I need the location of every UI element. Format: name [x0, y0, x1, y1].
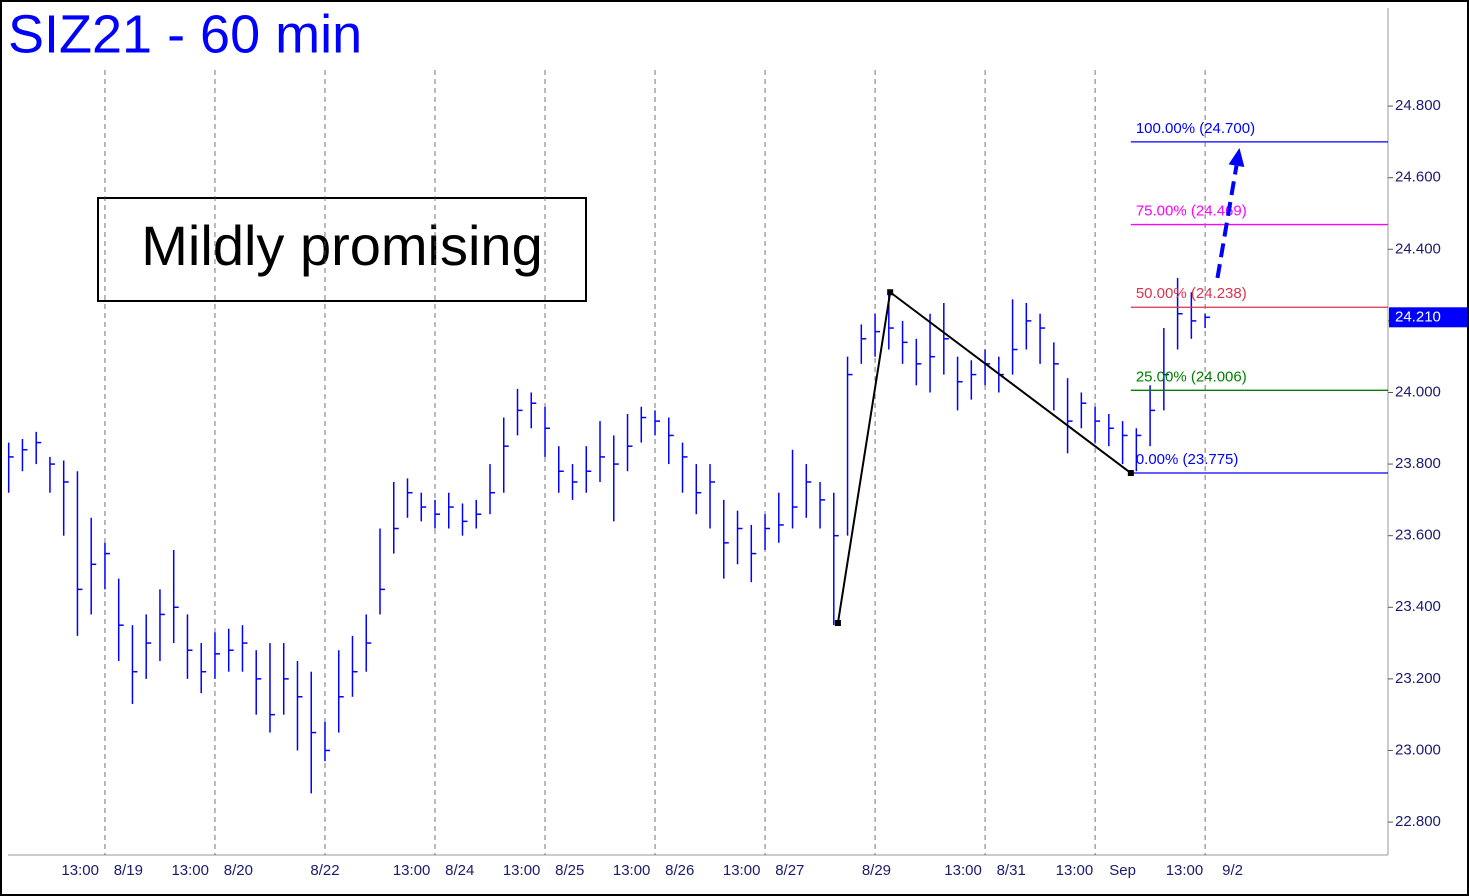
x-tick-label: 8/31: [997, 862, 1026, 879]
x-tick-label: 8/25: [555, 862, 584, 879]
fib-label: 100.00% (24.700): [1136, 120, 1255, 137]
last-price-marker: [1389, 307, 1467, 328]
x-tick-label: 13:00: [944, 862, 982, 879]
x-tick-label: 8/24: [445, 862, 474, 879]
x-tick-label: 13:00: [723, 862, 761, 879]
y-tick-label: 23.000: [1395, 741, 1441, 758]
fib-label: 75.00% (24.469): [1136, 203, 1247, 220]
x-tick-label: 8/19: [114, 862, 143, 879]
x-tick-label: 13:00: [393, 862, 431, 879]
y-tick-label: 23.800: [1395, 455, 1441, 472]
x-tick-label: Sep: [1109, 862, 1136, 879]
last-price-label: 24.210: [1395, 308, 1441, 325]
y-tick-label: 24.400: [1395, 240, 1441, 257]
annotation-box: [97, 197, 587, 302]
y-tick-label: 24.000: [1395, 383, 1441, 400]
zigzag-point: [1127, 470, 1134, 477]
arrow-head: [1228, 147, 1245, 168]
x-tick-label: 8/20: [224, 862, 253, 879]
y-tick-label: 22.800: [1395, 813, 1441, 830]
annotation: Mildly promising: [141, 214, 542, 277]
x-tick-label: 9/2: [1222, 862, 1243, 879]
y-tick-label: 23.400: [1395, 598, 1441, 615]
chart-title: SIZ21 - 60 min: [8, 4, 362, 64]
arrow-shaft: [1215, 165, 1239, 279]
y-tick-label: 23.600: [1395, 527, 1441, 544]
y-tick-label: 24.600: [1395, 169, 1441, 186]
x-tick-label: 8/27: [775, 862, 804, 879]
zigzag-point: [887, 289, 894, 296]
y-tick-label: 23.200: [1395, 670, 1441, 687]
x-tick-label: 13:00: [1166, 862, 1204, 879]
y-tick-label: 24.800: [1395, 97, 1441, 114]
x-tick-label: 13:00: [1056, 862, 1094, 879]
x-tick-label: 13:00: [613, 862, 651, 879]
fib-label: 0.00% (23.775): [1136, 451, 1239, 468]
fib-label: 50.00% (24.238): [1136, 285, 1247, 302]
x-tick-label: 13:00: [503, 862, 541, 879]
x-tick-label: 13:00: [171, 862, 209, 879]
x-tick-label: 8/29: [862, 862, 891, 879]
fib-label: 25.00% (24.006): [1136, 368, 1247, 385]
x-tick-label: 13:00: [61, 862, 99, 879]
x-tick-label: 8/26: [665, 862, 694, 879]
x-tick-label: 8/22: [310, 862, 339, 879]
zigzag-point: [834, 620, 841, 627]
